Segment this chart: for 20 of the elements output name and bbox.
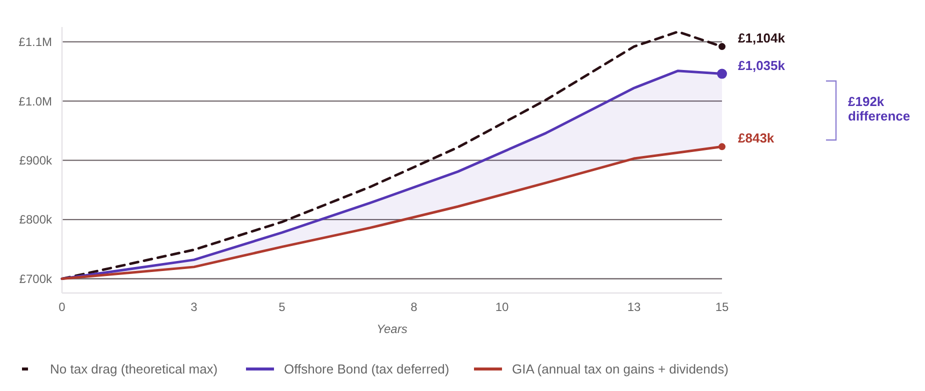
x-tick-label: 8 [410, 300, 418, 314]
x-tick-label: 3 [190, 300, 198, 314]
text: £1,104k [738, 30, 786, 46]
x-tick-label: 5 [278, 300, 286, 314]
text: £192k difference [848, 94, 910, 124]
y-tick-label: £900k [19, 153, 53, 168]
legend-label: GIA (annual tax on gains + dividends) [512, 362, 728, 377]
x-tick-label: 13 [627, 300, 641, 314]
x-axis-title: Years [376, 322, 408, 336]
x-tick-label: 15 [715, 300, 729, 314]
y-tick-label: £700k [19, 272, 53, 286]
text: £1,035k [738, 58, 786, 73]
x-tick-label: 10 [495, 300, 509, 314]
x-tick-label: 0 [58, 300, 66, 314]
legend-label: No tax drag (theoretical max) [50, 362, 218, 377]
y-tick-label: £800k [19, 212, 53, 227]
legend-label: Offshore Bond (tax deferred) [284, 362, 450, 377]
text: £843k [738, 130, 775, 146]
y-tick-label: £1.0M [18, 94, 52, 108]
y-tick-label: £1.1M [18, 35, 52, 50]
